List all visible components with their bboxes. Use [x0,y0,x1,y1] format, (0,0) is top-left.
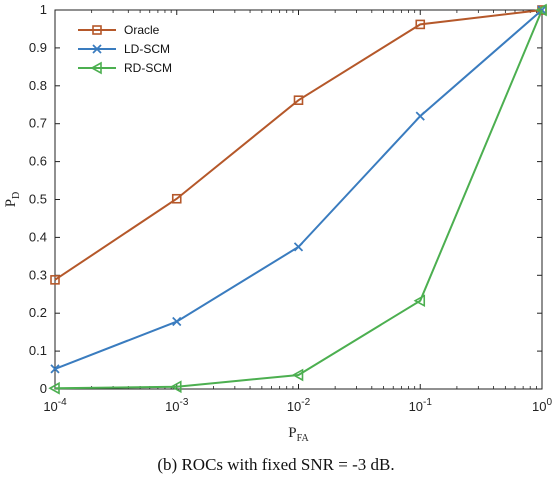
data-point-oracle [415,19,426,30]
y-tick-label: 0.5 [29,192,47,207]
data-point-ld-scm [172,316,182,327]
data-point-rd-scm [413,294,426,308]
data-point-oracle [293,95,304,106]
y-tick-label: 0.4 [29,229,47,244]
x-tick-label: 10-4 [43,397,67,414]
x-tick-label: 10-1 [409,397,433,414]
data-point-oracle [171,193,182,204]
legend-marker [92,44,102,54]
series-line-oracle [54,9,543,281]
data-point-rd-scm [535,3,547,17]
y-tick-label: 0 [40,381,47,396]
data-point-rd-scm [170,380,182,394]
legend-label: RD-SCM [124,61,172,75]
y-tick-label: 0.8 [29,78,47,93]
y-tick-label: 1 [40,2,47,17]
data-point-rd-scm [48,381,60,395]
data-point-oracle [50,275,60,285]
y-axis: 0 0.1 0.2 0.3 0.4 0.5 0.6 0.7 0.8 0.9 1 [29,2,542,396]
legend-marker [90,61,102,75]
legend-marker [92,25,102,35]
legend-item-ld-scm: LD-SCM [78,42,170,56]
marker-stroke [50,364,60,374]
marker-stroke [415,111,425,121]
series-rd-scm [48,3,547,395]
x-axis-label: PFA [288,425,309,444]
data-point-rd-scm [291,368,304,382]
series-line-rd-scm [54,9,543,390]
marker-stroke [172,316,182,327]
legend: Oracle LD-SCM RD-SCM [78,23,172,75]
series-layer [48,3,547,395]
y-tick-label: 0.6 [29,154,47,169]
marker-stroke [92,44,102,54]
y-tick-label: 0.1 [29,343,47,358]
x-tick-label: 10-3 [165,397,189,414]
marker-stroke [293,242,304,252]
data-point-ld-scm [293,242,304,252]
legend-item-rd-scm: RD-SCM [78,61,172,75]
series-ld-scm [50,5,547,374]
roc-chart: 10-4 10-3 10-2 10-1 100 00.10.20.30.40.50.60… [3,2,552,444]
y-tick-label: 0.9 [29,40,47,55]
x-axis: 10-4 10-3 10-2 10-1 100 [43,10,552,414]
x-tick-label: 10-2 [287,397,311,414]
y-tick-label: 0.3 [29,267,47,282]
legend-item-oracle: Oracle [78,23,160,37]
y-tick-label: 0.2 [29,305,47,320]
figure-caption: (b) ROCs with fixed SNR = -3 dB. [157,455,395,474]
legend-label: LD-SCM [124,42,170,56]
y-tick-label: 0.7 [29,116,47,131]
data-point-ld-scm [50,364,60,374]
x-tick-label: 100 [532,397,552,414]
y-axis-label: PD [3,192,22,208]
data-point-ld-scm [415,111,425,121]
legend-label: Oracle [124,23,160,37]
